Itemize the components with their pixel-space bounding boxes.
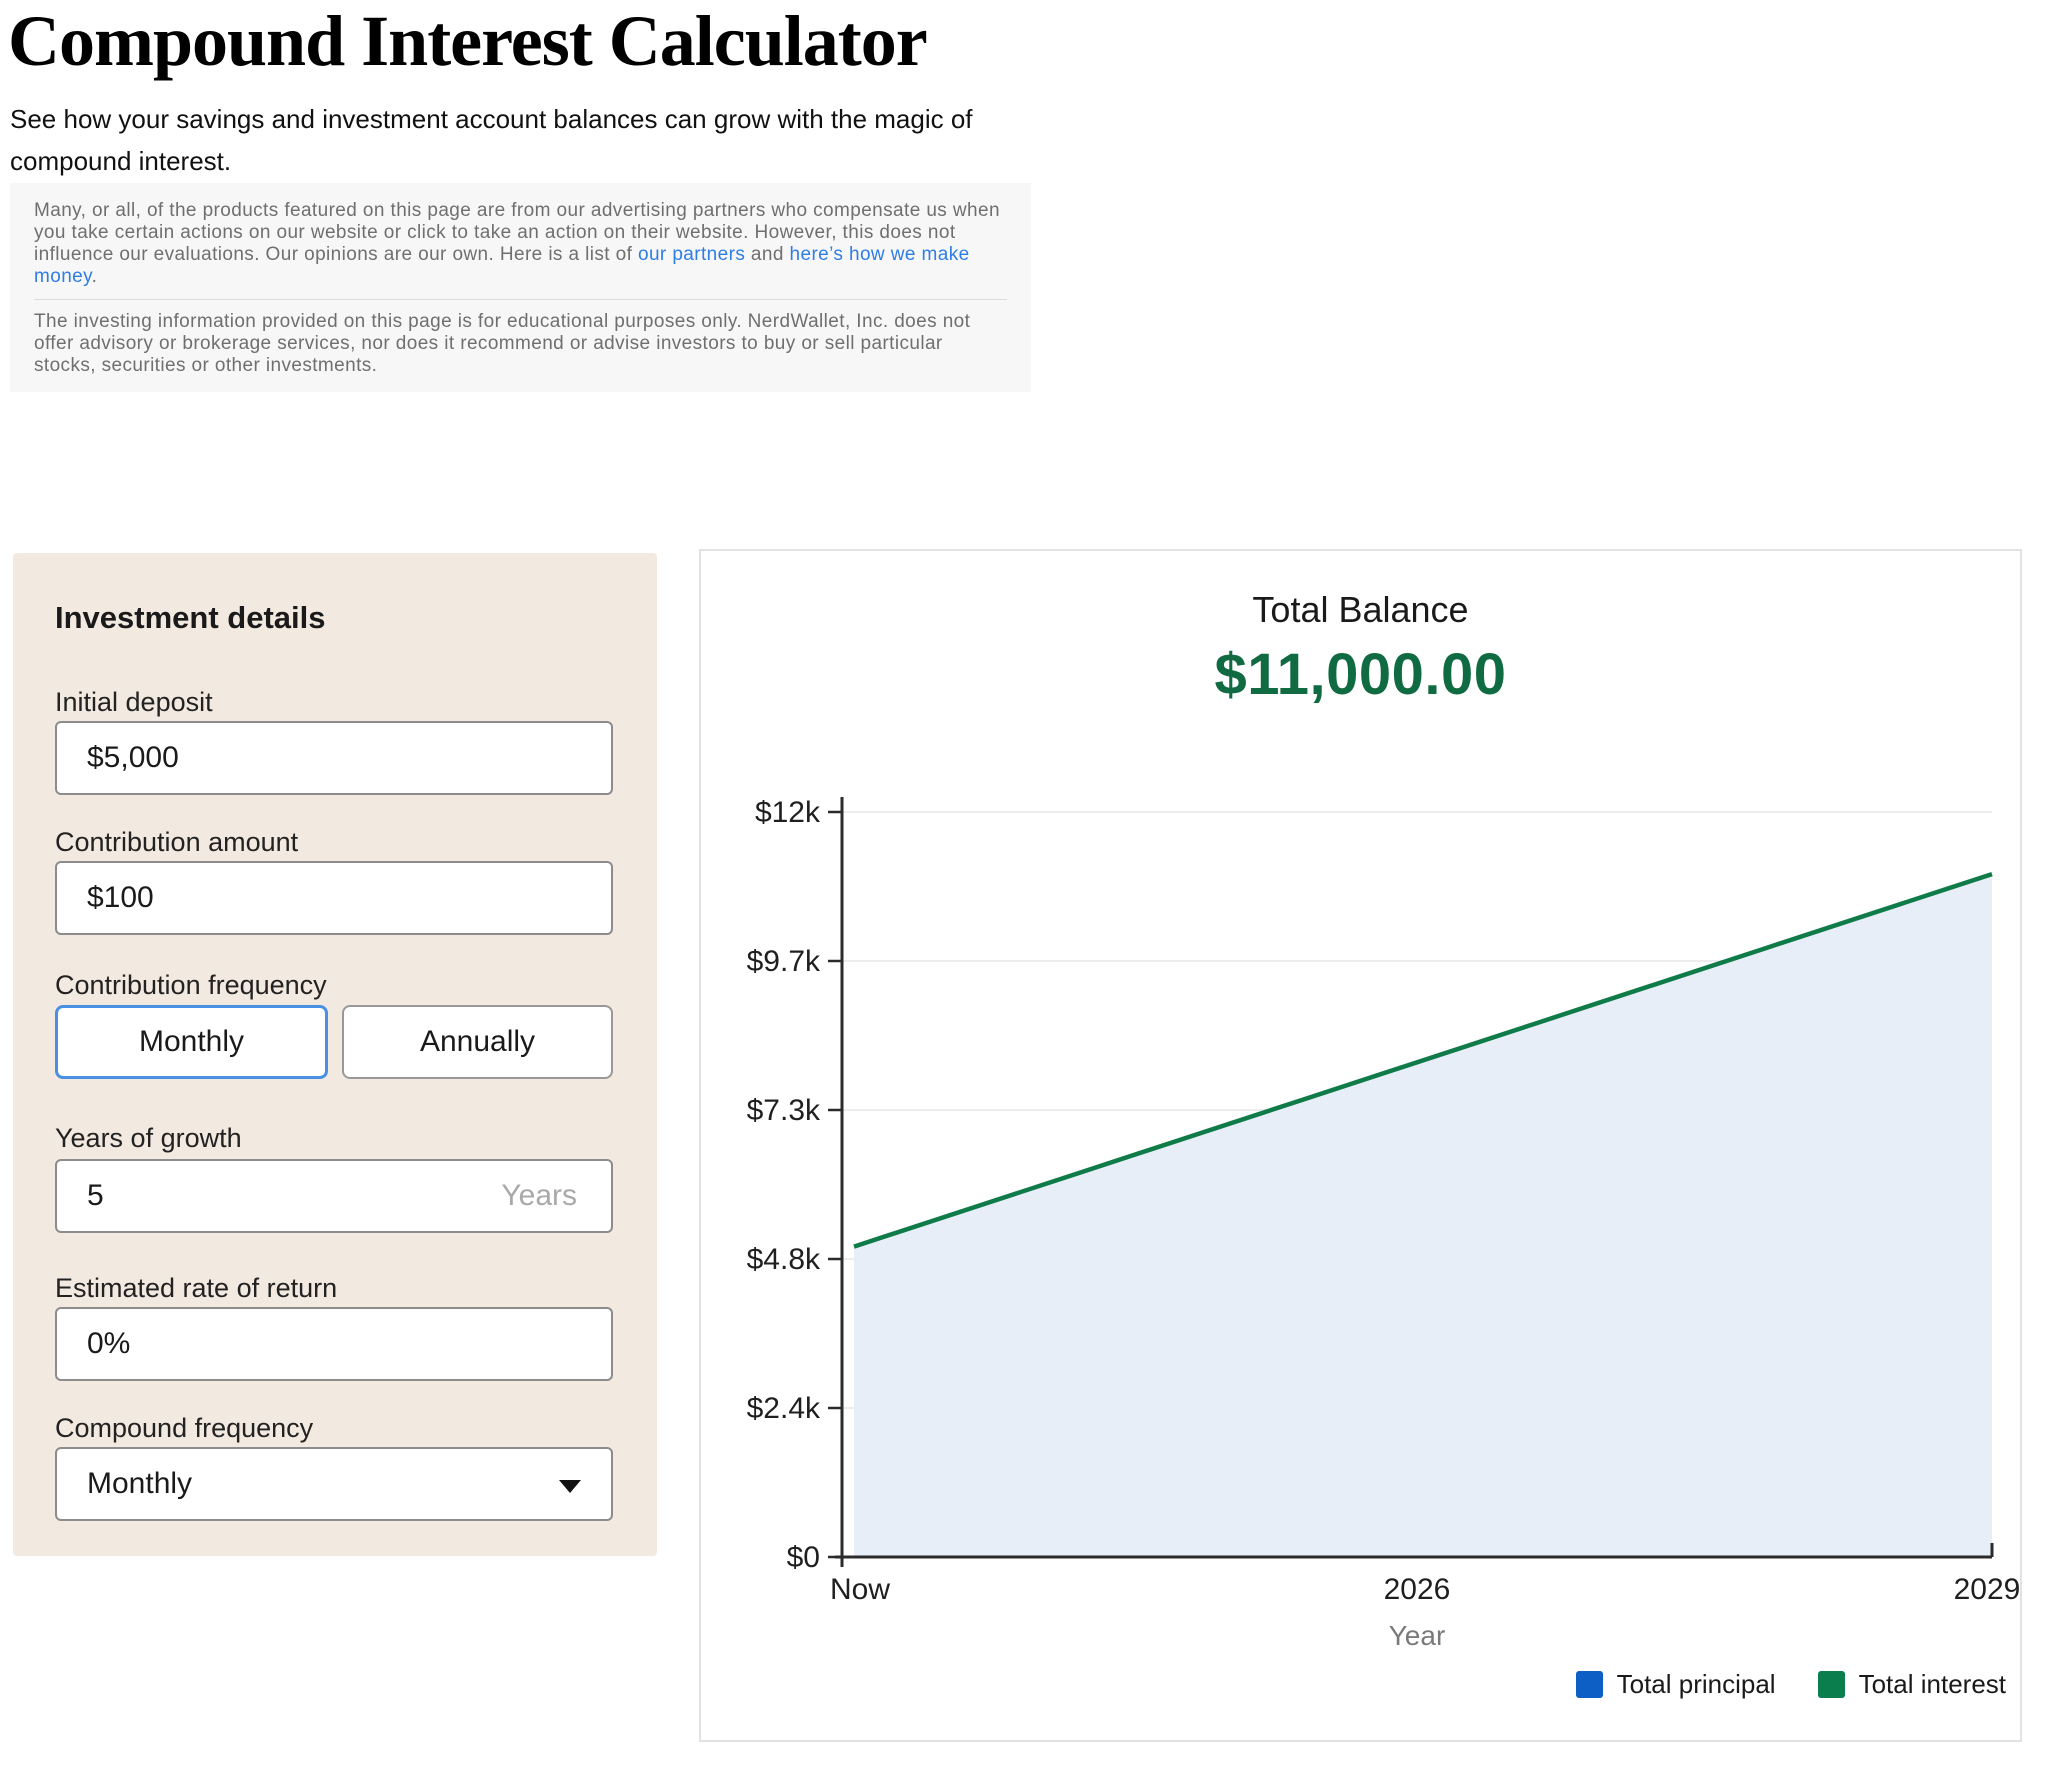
rate-of-return-input[interactable]: [55, 1307, 613, 1381]
page-subtitle: See how your savings and investment acco…: [10, 104, 973, 176]
disclaimer-text: Many, or all, of the products featured o…: [34, 200, 1000, 265]
total-balance-chart-panel: $0 $2.4k $4.8k $7.3k $9.7k $12k Now 2026 2029 Yea…: [699, 549, 2022, 1742]
svg-text:2029: 2029: [1954, 1573, 2021, 1606]
disclaimer-paragraph-2: The investing information provided on th…: [34, 311, 971, 376]
svg-text:$12k: $12k: [755, 796, 821, 829]
balance-area-chart: $0 $2.4k $4.8k $7.3k $9.7k $12k Now 2026 2029 Yea…: [747, 796, 2021, 1651]
compound-frequency-label: Compound frequency: [55, 1413, 314, 1443]
how-we-make-money-link[interactable]: here’s how we make money: [34, 244, 970, 287]
total-balance-value: $11,000.00: [1214, 642, 1507, 707]
advertiser-disclaimer: Many, or all, of the products featured o…: [10, 183, 1031, 392]
svg-text:2026: 2026: [1384, 1573, 1451, 1606]
form-heading: Investment details: [55, 600, 326, 635]
page-title: Compound Interest Calculator: [8, 1, 928, 81]
legend-item-total-interest: Total interest: [1817, 1669, 2006, 1700]
disclaimer-divider: [34, 299, 1007, 300]
our-partners-link[interactable]: our partners: [638, 244, 746, 265]
legend-swatch-icon: [1817, 1671, 1845, 1698]
legend-label: Total principal: [1616, 1669, 1776, 1699]
contribution-frequency-annually-button[interactable]: Annually: [342, 1005, 613, 1079]
contribution-frequency-monthly-button[interactable]: Monthly: [55, 1005, 328, 1079]
contribution-frequency-label: Contribution frequency: [55, 970, 327, 1000]
svg-text:$0: $0: [787, 1541, 820, 1574]
legend-swatch-icon: [1575, 1671, 1603, 1698]
legend-item-total-principal: Total principal: [1575, 1669, 1776, 1700]
compound-frequency-select[interactable]: Monthly: [55, 1447, 613, 1521]
svg-text:$2.4k: $2.4k: [747, 1392, 821, 1425]
investment-details-panel: Investment details Initial deposit Contr…: [13, 553, 657, 1556]
svg-text:Year: Year: [1389, 1620, 1446, 1651]
years-of-growth-field: Years: [55, 1159, 613, 1233]
contribution-amount-input[interactable]: [55, 861, 613, 935]
initial-deposit-label: Initial deposit: [55, 687, 213, 717]
disclaimer-text: .: [91, 266, 98, 287]
legend-label: Total interest: [1858, 1669, 2006, 1699]
chart-header: Total Balance $11,000.00: [701, 589, 2020, 708]
years-of-growth-label: Years of growth: [55, 1123, 242, 1153]
contribution-amount-label: Contribution amount: [55, 827, 299, 857]
svg-text:$9.7k: $9.7k: [747, 945, 821, 978]
svg-text:$4.8k: $4.8k: [747, 1243, 821, 1276]
years-suffix: Years: [501, 1179, 577, 1212]
rate-of-return-label: Estimated rate of return: [55, 1273, 338, 1303]
chart-legend: Total principal Total interest: [1575, 1669, 2006, 1700]
chevron-down-icon: [559, 1480, 581, 1493]
compound-frequency-value: Monthly: [87, 1467, 193, 1500]
years-of-growth-input[interactable]: [57, 1179, 502, 1213]
initial-deposit-input[interactable]: [55, 721, 613, 795]
disclaimer-paragraph-1: Many, or all, of the products featured o…: [34, 200, 1007, 288]
chart-title: Total Balance: [1252, 589, 1469, 630]
disclaimer-text: and: [745, 244, 790, 265]
svg-text:$7.3k: $7.3k: [747, 1094, 821, 1127]
svg-text:Now: Now: [830, 1573, 890, 1606]
